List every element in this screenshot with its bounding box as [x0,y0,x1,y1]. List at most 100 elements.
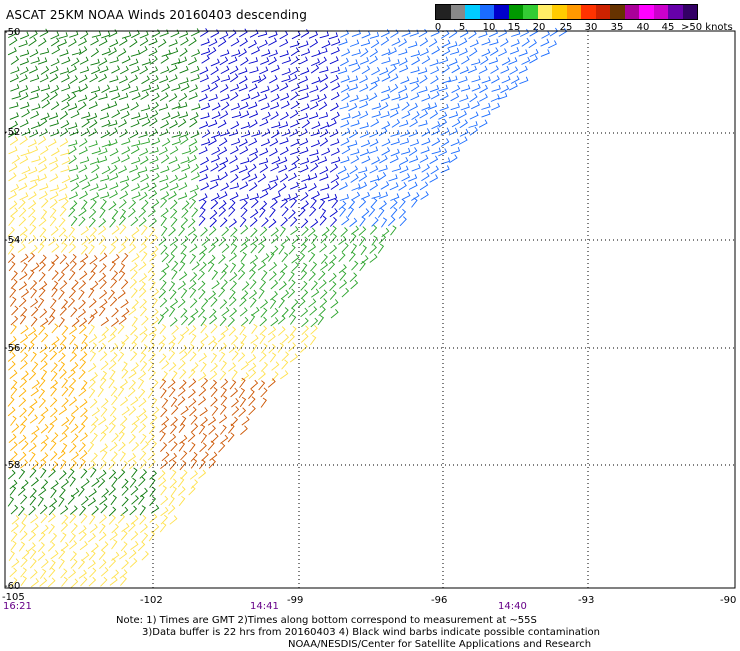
wind-barb [260,85,270,94]
wind-barb [28,37,37,47]
wind-barb [257,261,267,271]
wind-barb [348,251,356,262]
wind-barb [68,226,76,237]
wind-barb [289,192,299,201]
wind-barb [18,397,27,408]
wind-barb [330,74,339,84]
wind-barb [190,423,199,433]
wind-barb [478,30,488,38]
wind-barb [168,341,176,352]
wind-barb [38,287,46,298]
wind-barb [151,523,160,534]
wind-barb [40,352,48,363]
wind-barb [38,261,46,272]
wind-barb [451,64,461,74]
wind-barb [29,224,37,235]
wind-barb [298,128,308,137]
wind-barb [279,38,289,48]
wind-barb [108,514,116,525]
wind-barb [358,181,368,190]
wind-barb [267,333,276,343]
wind-barb [109,217,117,228]
wind-barb [319,66,329,74]
wind-barb [160,197,168,208]
wind-barb [199,207,206,218]
wind-barb [79,174,88,183]
wind-barb [188,485,196,496]
wind-barb [98,469,107,480]
wind-barb [111,109,121,118]
wind-barb [121,137,131,146]
wind-barb [121,334,130,345]
wind-barb [150,332,157,343]
wind-barb [38,217,47,227]
wind-barb [138,378,145,389]
wind-barb [231,369,238,380]
wind-barb [239,28,248,38]
wind-barb [421,103,431,111]
wind-barb [159,75,169,84]
wind-barb [401,101,410,111]
wind-barb [141,315,149,326]
wind-barb [319,261,329,271]
wind-barb [38,486,47,496]
wind-barb [411,197,418,208]
wind-barb [498,48,508,57]
wind-barb [310,261,318,272]
wind-barb [200,333,209,343]
wind-barb [111,65,121,74]
wind-barb [200,138,211,146]
wind-barb [489,38,499,46]
wind-barb [439,92,449,101]
wind-barb [177,477,185,488]
wind-barb [450,103,460,111]
wind-barb [59,127,69,137]
wind-barb [129,278,138,289]
wind-barb [81,111,91,119]
wind-barb [220,325,229,336]
wind-barb [419,154,429,163]
wind-barb [450,92,460,102]
wind-barb [518,65,528,74]
wind-barb [149,280,156,291]
wind-barb [117,48,127,57]
wind-barb [158,103,169,111]
wind-barb [50,162,59,172]
wind-barb [71,433,79,444]
wind-barb [209,83,219,92]
wind-barb [10,66,20,74]
wind-barb [349,94,359,103]
wind-barb [238,270,246,281]
wind-barb [250,198,259,209]
wind-barb [189,351,197,362]
wind-barb [230,138,241,146]
wind-barb [330,156,341,164]
wind-barb [147,342,155,353]
graticule [5,31,735,588]
wind-barb [88,488,97,498]
wind-barb [268,56,277,66]
wind-barb [27,139,37,148]
wind-barb [37,135,47,145]
wind-barb [317,156,328,164]
wind-barb [151,137,161,146]
wind-barb [408,174,418,182]
wind-barb [21,513,28,524]
wind-barb [270,290,278,301]
wind-barb [130,423,138,434]
wind-barb [20,334,29,344]
wind-barb [287,172,297,182]
wind-barb [67,494,75,505]
wind-barb [389,155,399,164]
wind-barb [89,514,96,525]
wind-barb [380,93,391,102]
wind-barb [268,49,278,57]
wind-barb [289,326,297,337]
wind-barb [448,75,458,83]
wind-barb [10,296,17,307]
wind-barb [230,37,240,47]
wind-barb [301,325,309,336]
wind-barb [61,93,71,103]
wind-barb [50,451,58,461]
wind-barb [250,379,259,390]
